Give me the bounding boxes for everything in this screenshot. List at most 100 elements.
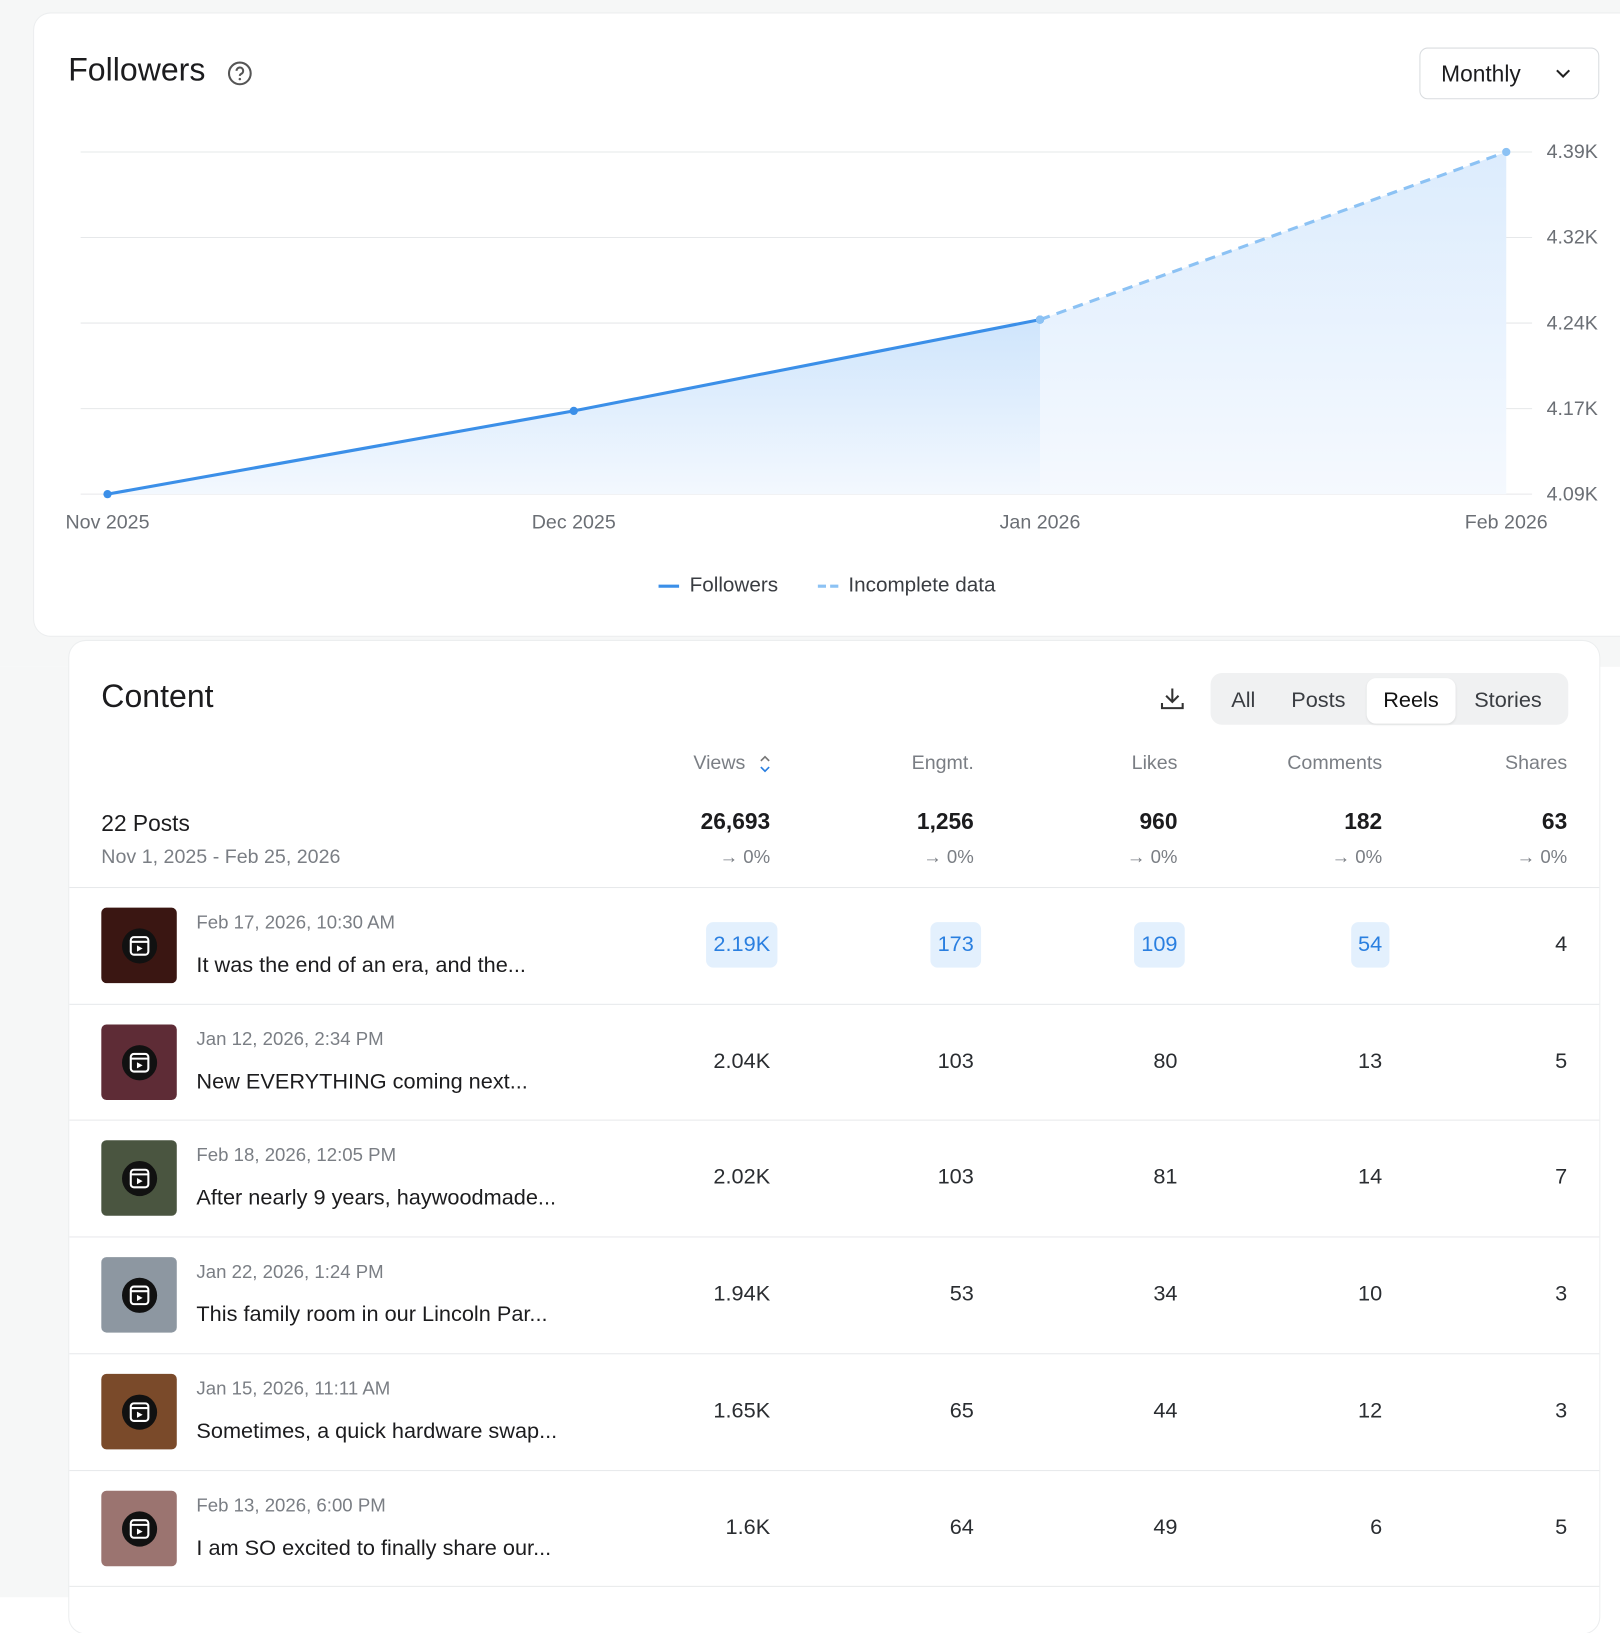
metric-value: 53	[949, 1282, 974, 1306]
change-value: → 0%	[923, 846, 974, 868]
post-date: Feb 17, 2026, 10:30 AM	[196, 911, 396, 933]
metric-value: 1.94K	[713, 1282, 771, 1306]
tab[interactable]: Stories	[1474, 688, 1542, 713]
total-value: 26,693	[700, 808, 771, 835]
card-title: Followers	[68, 51, 206, 88]
thumbnail[interactable]	[101, 907, 177, 984]
column-header: Likes	[1131, 752, 1178, 775]
reel-icon	[121, 1510, 158, 1547]
chevron-icon	[1556, 69, 1571, 78]
point	[1035, 315, 1045, 324]
legend-swatch	[658, 584, 680, 588]
metric-value: 7	[1555, 1165, 1568, 1190]
row-separator	[69, 1469, 1600, 1471]
change-value: → 0%	[719, 846, 771, 868]
content-card	[69, 640, 1600, 1633]
row-separator	[69, 887, 1600, 889]
post-caption[interactable]: New EVERYTHING coming next...	[196, 1069, 528, 1094]
row-separator	[69, 1120, 1600, 1122]
download-icon[interactable]	[1158, 684, 1187, 713]
x-tick-label: Dec 2025	[532, 511, 616, 533]
thumbnail[interactable]	[101, 1257, 177, 1333]
point	[103, 490, 112, 499]
reel-icon	[121, 1394, 158, 1430]
total-value: 182	[1344, 808, 1383, 835]
metric-value: 3	[1555, 1282, 1568, 1306]
reel-icon	[121, 1161, 158, 1197]
total-value: 1,256	[916, 808, 974, 835]
metric-value: 5	[1555, 1048, 1568, 1073]
thumbnail[interactable]	[101, 1490, 177, 1566]
background	[0, 666, 70, 1598]
reel-icon	[121, 928, 158, 964]
column-header[interactable]: Views	[693, 752, 746, 775]
x-tick-label: Feb 2026	[1465, 511, 1548, 533]
thumbnail[interactable]	[101, 1024, 177, 1100]
row-separator	[69, 1586, 1600, 1588]
metric-value: 103	[937, 1165, 974, 1190]
followers-chart: 4.09K 4.17K 4.24K 4.32K 4.39K Nov 2025 Dec 202…	[66, 141, 1598, 533]
metric-value: 14	[1358, 1165, 1383, 1190]
legend-label: Incomplete data	[848, 573, 996, 597]
metric-value: 10	[1358, 1282, 1383, 1306]
post-date: Jan 12, 2026, 2:34 PM	[196, 1028, 384, 1049]
legend-label: Followers	[689, 573, 779, 597]
legend-item: Followers	[658, 573, 779, 598]
legend-swatch	[817, 584, 839, 588]
column-header: Comments	[1287, 752, 1383, 775]
total-value: 960	[1139, 808, 1178, 835]
metric-value: 49	[1153, 1515, 1178, 1539]
tab[interactable]: Reels	[1366, 678, 1456, 724]
metric-value: 103	[937, 1048, 974, 1073]
metric-value: 80	[1153, 1048, 1178, 1073]
metric-value: 4	[1555, 932, 1568, 957]
thumbnail[interactable]	[101, 1373, 177, 1450]
metric-value: 81	[1153, 1165, 1178, 1190]
metric-value: 3	[1555, 1398, 1568, 1423]
x-tick-label: Jan 2026	[1000, 511, 1081, 533]
post-caption[interactable]: It was the end of an era, and the...	[196, 953, 526, 977]
change-value: → 0%	[1331, 846, 1383, 868]
row-separator	[69, 1003, 1600, 1005]
x-tick-label: Nov 2025	[66, 511, 150, 533]
row-separator	[69, 1236, 1600, 1238]
metric-value: 64	[949, 1515, 974, 1539]
point	[569, 406, 578, 416]
line	[1039, 150, 1507, 322]
y-tick-label: 4.17K	[1547, 398, 1598, 420]
metric-value: 12	[1358, 1398, 1383, 1423]
tab[interactable]: Posts	[1291, 688, 1346, 713]
dropdown-label: Monthly	[1441, 60, 1521, 87]
thumbnail[interactable]	[101, 1140, 177, 1217]
metric-value: 13	[1358, 1048, 1383, 1073]
sort-icon[interactable]	[758, 753, 772, 776]
post-caption[interactable]: After nearly 9 years, haywoodmade...	[196, 1186, 557, 1210]
post-date: Feb 13, 2026, 6:00 PM	[196, 1494, 386, 1516]
y-tick-label: 4.09K	[1547, 483, 1598, 505]
period-dropdown[interactable]: Monthly	[1419, 47, 1600, 100]
post-caption[interactable]: I am SO excited to finally share our...	[196, 1535, 552, 1560]
metric-value: 173	[930, 922, 982, 968]
post-caption[interactable]: Sometimes, a quick hardware swap...	[196, 1419, 558, 1443]
tab[interactable]: All	[1231, 688, 1256, 713]
row-separator	[69, 1353, 1600, 1355]
date-range: Nov 1, 2025 - Feb 25, 2026	[101, 846, 341, 869]
y-tick-label: 4.24K	[1547, 312, 1598, 334]
column-header: Shares	[1505, 752, 1568, 775]
post-date: Jan 22, 2026, 1:24 PM	[196, 1261, 384, 1283]
change-value: → 0%	[1126, 846, 1178, 868]
metric-value: 2.04K	[713, 1048, 771, 1073]
metric-value: 65	[949, 1398, 974, 1423]
metric-value: 2.02K	[713, 1165, 771, 1190]
post-date: Jan 15, 2026, 11:11 AM	[196, 1377, 391, 1399]
post-caption[interactable]: This family room in our Lincoln Par...	[196, 1302, 548, 1327]
column-header: Engmt.	[911, 752, 974, 775]
metric-value: 6	[1370, 1515, 1383, 1539]
metric-value: 2.19K	[706, 922, 778, 968]
help-icon[interactable]	[226, 60, 253, 87]
metric-value: 54	[1350, 922, 1390, 968]
total-value: 63	[1541, 808, 1568, 835]
post-count: 22 Posts	[101, 810, 190, 837]
reel-icon	[121, 1044, 158, 1080]
